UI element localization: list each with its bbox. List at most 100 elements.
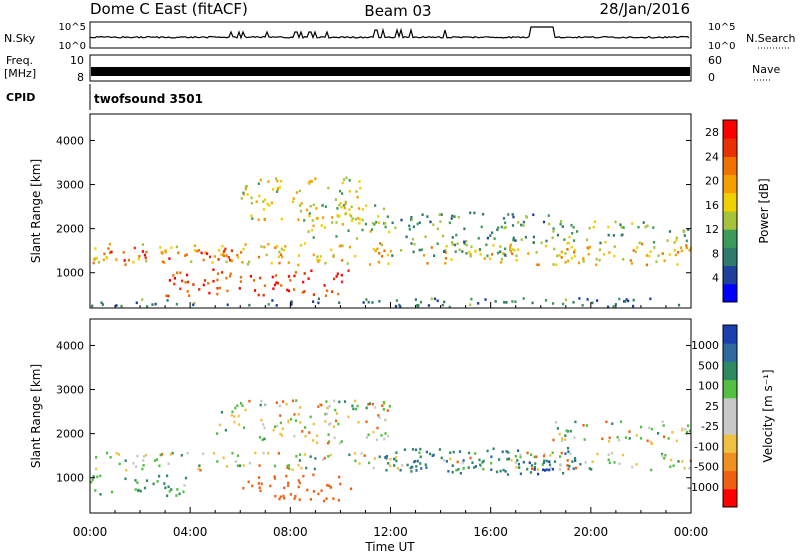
data-cell xyxy=(317,301,320,305)
data-cell xyxy=(282,248,285,252)
data-cell xyxy=(213,452,216,455)
y-tick-label: 4000 xyxy=(56,134,84,147)
data-cell xyxy=(682,229,685,233)
data-cell xyxy=(298,204,302,207)
data-cell xyxy=(493,237,496,240)
data-cell xyxy=(218,423,221,427)
data-cell xyxy=(334,408,337,412)
colorbar-tick-label: 100 xyxy=(698,380,719,393)
data-cell xyxy=(351,217,354,220)
data-cell xyxy=(382,207,386,211)
data-cell xyxy=(585,238,589,242)
data-cell xyxy=(640,425,643,429)
data-cell xyxy=(314,457,317,460)
data-cell xyxy=(263,437,266,441)
data-cell xyxy=(520,223,523,227)
data-cell xyxy=(97,260,101,264)
data-cell xyxy=(279,421,282,425)
data-cell xyxy=(677,460,680,463)
data-cell xyxy=(551,236,554,240)
data-cell xyxy=(326,441,330,445)
data-cell xyxy=(365,406,368,410)
data-cell xyxy=(547,214,550,217)
data-cell xyxy=(204,251,207,254)
data-cell xyxy=(307,181,310,184)
data-cell xyxy=(375,438,378,442)
data-cell xyxy=(503,226,506,230)
data-cell xyxy=(662,424,665,427)
data-cell xyxy=(577,261,581,265)
data-cell xyxy=(359,186,362,190)
data-cell xyxy=(248,461,251,465)
data-cell xyxy=(279,495,282,499)
colorbar-segment xyxy=(723,283,737,303)
data-cell xyxy=(334,198,337,201)
data-cell xyxy=(357,207,361,210)
data-cell xyxy=(388,405,391,408)
data-cell xyxy=(511,300,514,303)
data-cell xyxy=(566,459,569,462)
data-cell xyxy=(526,451,529,455)
data-cell xyxy=(406,463,409,467)
data-cell xyxy=(211,261,214,264)
data-cell xyxy=(344,202,347,205)
data-cell xyxy=(240,251,243,254)
data-cell xyxy=(453,215,456,218)
data-cell xyxy=(508,451,511,455)
data-cell xyxy=(371,301,374,304)
data-cell xyxy=(608,436,611,440)
data-cell xyxy=(365,436,369,439)
data-cell xyxy=(317,297,320,301)
data-cell xyxy=(448,305,451,309)
data-cell xyxy=(532,241,535,244)
data-cell xyxy=(319,255,322,258)
data-cell xyxy=(613,245,616,248)
data-cell xyxy=(425,450,428,454)
data-cell xyxy=(688,466,691,470)
data-cell xyxy=(519,455,522,459)
data-cell xyxy=(668,253,671,256)
beam-label: Beam 03 xyxy=(364,2,431,20)
data-cell xyxy=(661,252,664,255)
data-cell xyxy=(442,234,445,238)
data-cell xyxy=(124,477,127,481)
data-cell xyxy=(393,464,396,467)
data-cell xyxy=(383,437,386,441)
data-cell xyxy=(347,415,350,419)
data-cell xyxy=(340,205,343,209)
data-cell xyxy=(598,258,601,262)
data-cell xyxy=(146,305,149,308)
data-cell xyxy=(237,256,240,259)
data-cell xyxy=(329,422,332,425)
data-cell xyxy=(99,493,102,496)
data-cell xyxy=(562,471,565,475)
data-cell xyxy=(290,303,293,306)
data-cell xyxy=(262,208,265,211)
data-cell xyxy=(298,498,301,501)
data-cell xyxy=(163,261,166,264)
data-cell xyxy=(319,403,322,406)
data-cell xyxy=(548,460,551,463)
data-cell xyxy=(369,263,372,266)
data-cell xyxy=(649,250,652,253)
data-cell xyxy=(172,274,175,277)
data-cell xyxy=(222,456,225,460)
data-cell xyxy=(537,263,541,266)
data-cell xyxy=(241,261,244,264)
data-cell xyxy=(385,468,388,472)
data-cell xyxy=(280,434,283,437)
data-cell xyxy=(115,258,118,261)
velocity-panel: 1000 2000 3000 4000 Slant Range [km] 1000 50… xyxy=(29,302,775,554)
data-cell xyxy=(560,451,563,455)
data-cell xyxy=(182,490,185,494)
data-cell xyxy=(509,250,512,253)
data-cell xyxy=(519,453,522,457)
data-cell xyxy=(276,424,279,428)
data-cell xyxy=(289,279,292,282)
data-cell xyxy=(332,497,335,500)
data-cell xyxy=(137,488,140,492)
data-cell xyxy=(582,424,585,427)
data-cell xyxy=(285,474,288,478)
data-cell xyxy=(432,223,435,226)
data-cell xyxy=(229,272,232,276)
